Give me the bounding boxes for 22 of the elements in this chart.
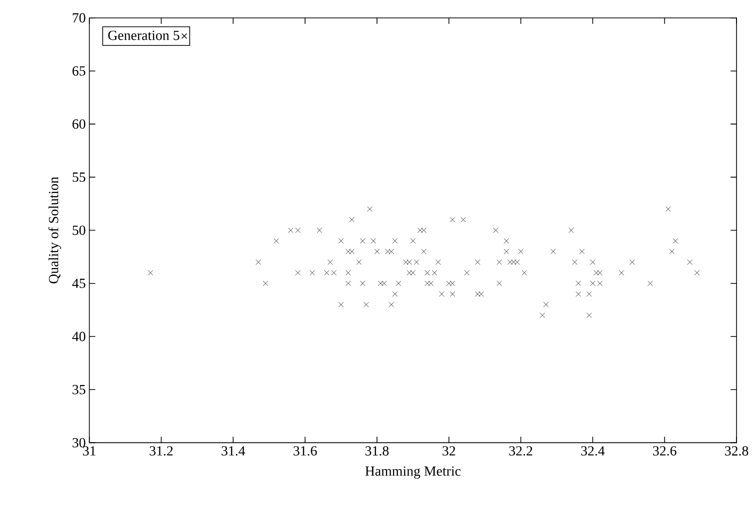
y-tick-label: 70 bbox=[72, 13, 86, 22]
x-tick-label: 32.8 bbox=[725, 446, 748, 456]
y-tick-label: 60 bbox=[72, 119, 86, 129]
x-tick-label: 31.8 bbox=[365, 446, 389, 456]
y-tick-label: 50 bbox=[72, 226, 86, 235]
x-tick-label: 31.2 bbox=[150, 446, 173, 456]
x-tick-label: 32 bbox=[442, 446, 456, 456]
y-tick-label: 55 bbox=[72, 172, 86, 182]
x-tick-label: 32.6 bbox=[653, 446, 676, 456]
y-tick-label: 35 bbox=[72, 384, 86, 394]
x-tick-label: 32.4 bbox=[581, 446, 605, 456]
x-tick-label: 31.6 bbox=[294, 446, 317, 456]
legend-label: Generation 5 bbox=[108, 30, 180, 40]
x-axis-title: Hamming Metric bbox=[365, 466, 461, 479]
x-tick-label: 31 bbox=[83, 446, 96, 456]
y-tick-label: 30 bbox=[72, 438, 86, 448]
y-tick-label: 45 bbox=[72, 278, 86, 288]
y-tick-label: 40 bbox=[72, 332, 86, 342]
y-tick-label: 65 bbox=[72, 66, 86, 76]
x-tick-label: 31.4 bbox=[222, 446, 246, 456]
x-tick-label: 32.2 bbox=[509, 446, 532, 456]
y-axis-title: Quality of Solution bbox=[48, 176, 62, 284]
